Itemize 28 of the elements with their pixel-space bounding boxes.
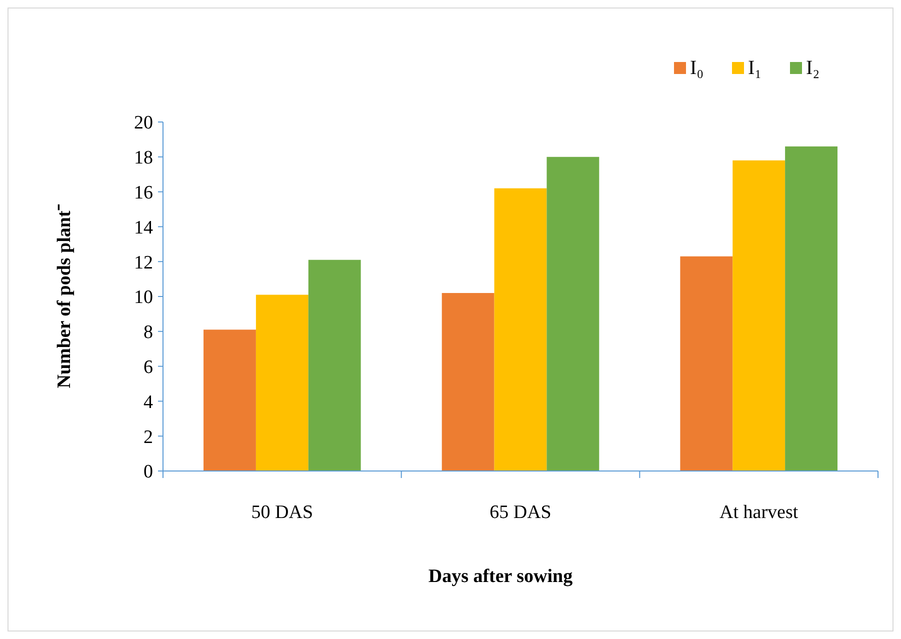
bar (732, 160, 786, 471)
y-tick-label: 14 (134, 217, 154, 238)
y-tick-label: 10 (134, 287, 153, 308)
y-tick-label: 6 (144, 356, 153, 378)
y-tick-label: 20 (134, 112, 153, 134)
bar (256, 294, 308, 471)
legend-label: I₁ (748, 57, 762, 79)
x-tick-label: At harvest (720, 502, 799, 523)
x-tick-label: 65 DAS (490, 502, 552, 523)
y-tick-label: 18 (134, 148, 153, 169)
bar (546, 156, 600, 471)
y-tick-label: 4 (144, 392, 154, 413)
bar (785, 146, 838, 471)
y-axis-title: Number of pods plant⁻ (54, 204, 75, 388)
x-axis-title: Days after sowing (428, 566, 574, 587)
y-tick-label: 12 (134, 252, 153, 274)
bar (442, 293, 494, 471)
y-tick-label: 16 (134, 182, 153, 204)
legend-label: I₂ (806, 57, 820, 79)
x-tick-label: 50 DAS (251, 502, 314, 523)
y-tick-label: 2 (144, 426, 153, 448)
bar (204, 330, 256, 471)
y-tick-label: 0 (144, 462, 153, 483)
y-tick-label: 8 (144, 322, 153, 344)
legend-label: I₀ (690, 57, 704, 79)
bar (308, 260, 361, 471)
bar (494, 188, 547, 471)
bar (680, 256, 733, 471)
